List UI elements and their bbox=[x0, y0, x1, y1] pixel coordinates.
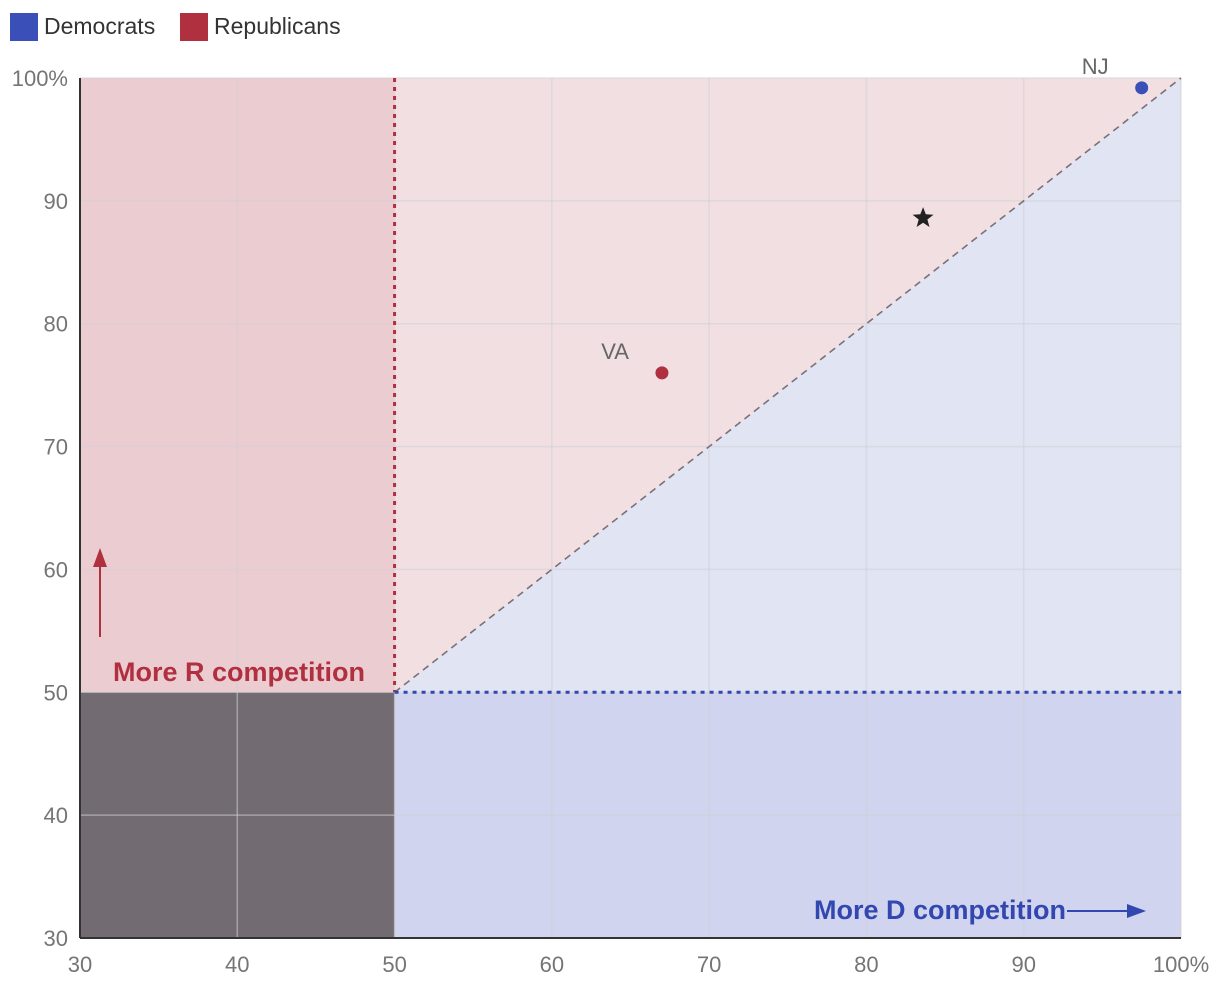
legend: Democrats Republicans bbox=[10, 13, 341, 41]
legend-label-democrats: Democrats bbox=[44, 13, 155, 39]
point-label-va: VA bbox=[601, 339, 629, 364]
x-tick-label: 40 bbox=[225, 952, 249, 977]
plot-regions bbox=[80, 78, 1182, 938]
legend-swatch-democrats bbox=[10, 13, 38, 41]
x-tick-label: 100% bbox=[1153, 952, 1209, 977]
legend-swatch-republicans bbox=[180, 13, 208, 41]
reference-lines bbox=[393, 77, 1182, 694]
star-marker bbox=[912, 207, 934, 227]
y-tick-label: 30 bbox=[44, 926, 68, 951]
x-tick-label: 90 bbox=[1011, 952, 1035, 977]
point-nj bbox=[1135, 81, 1149, 95]
r-advantage-region bbox=[394, 78, 1182, 693]
legend-label-republicans: Republicans bbox=[214, 13, 341, 39]
point-va bbox=[655, 366, 669, 380]
y-tick-label: 100% bbox=[12, 66, 68, 91]
x-tick-label: 80 bbox=[854, 952, 878, 977]
y-tick-label: 90 bbox=[44, 189, 68, 214]
d-arrow-head bbox=[1127, 904, 1146, 918]
parity-diagonal-line bbox=[394, 77, 1182, 693]
x-tick-label: 60 bbox=[540, 952, 564, 977]
point-label-nj: NJ bbox=[1082, 54, 1109, 79]
r-arrow-head bbox=[93, 548, 107, 567]
x-tick-label: 30 bbox=[68, 952, 92, 977]
d-competition-label: More D competition bbox=[814, 895, 1066, 925]
annotations: More R competition More D competition bbox=[93, 548, 1146, 925]
r-competition-label: More R competition bbox=[113, 657, 365, 687]
data-points: VA NJ bbox=[601, 54, 1149, 380]
y-tick-label: 80 bbox=[44, 312, 68, 337]
y-tick-label: 50 bbox=[44, 680, 68, 705]
y-tick-label: 70 bbox=[44, 435, 68, 460]
axes bbox=[79, 78, 1181, 939]
y-tick-label: 40 bbox=[44, 803, 68, 828]
y-tick-label: 60 bbox=[44, 557, 68, 582]
x-tick-label: 70 bbox=[697, 952, 721, 977]
tick-labels: 30 40 50 60 70 80 90 100% 30 40 50 60 70 80 90 100% bbox=[12, 66, 1209, 977]
x-tick-label: 50 bbox=[382, 952, 406, 977]
